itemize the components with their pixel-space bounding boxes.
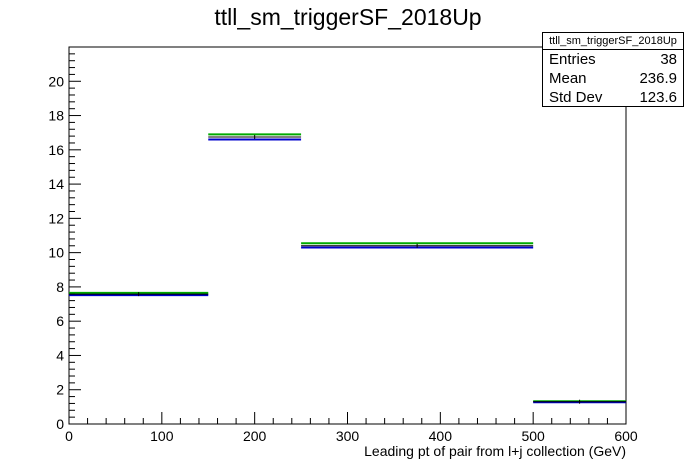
x-tick-label: 600 xyxy=(614,428,638,444)
stats-title: ttll_sm_triggerSF_2018Up xyxy=(543,33,683,50)
stats-std-label: Std Dev xyxy=(549,89,603,106)
y-tick-label: 10 xyxy=(48,245,64,261)
x-tick-label: 0 xyxy=(65,428,73,444)
x-axis-label: Leading pt of pair from l+j collection (… xyxy=(364,443,626,459)
chart-title: ttll_sm_triggerSF_2018Up xyxy=(214,4,482,30)
y-tick-label: 4 xyxy=(56,347,64,363)
stats-entries-row: Entries 38 xyxy=(543,50,683,69)
x-tick-label: 300 xyxy=(336,428,360,444)
stats-entries-label: Entries xyxy=(549,51,596,68)
x-tick-label: 500 xyxy=(521,428,545,444)
y-tick-label: 6 xyxy=(56,313,64,329)
y-tick-label: 14 xyxy=(48,176,64,192)
stats-mean-label: Mean xyxy=(549,70,587,87)
stats-mean-value: 236.9 xyxy=(639,70,677,87)
x-tick-label: 100 xyxy=(150,428,174,444)
y-tick-label: 12 xyxy=(48,210,64,226)
y-tick-label: 18 xyxy=(48,108,64,124)
y-tick-label: 16 xyxy=(48,142,64,158)
stats-entries-value: 38 xyxy=(660,51,677,68)
stats-std-row: Std Dev 123.6 xyxy=(543,88,683,107)
stats-std-value: 123.6 xyxy=(639,89,677,106)
x-tick-label: 400 xyxy=(429,428,453,444)
x-tick-label: 200 xyxy=(243,428,267,444)
stats-box: ttll_sm_triggerSF_2018Up Entries 38 Mean… xyxy=(542,32,684,107)
stats-mean-row: Mean 236.9 xyxy=(543,69,683,88)
y-tick-label: 8 xyxy=(56,279,64,295)
y-tick-label: 0 xyxy=(56,416,64,432)
y-tick-label: 20 xyxy=(48,73,64,89)
y-tick-label: 2 xyxy=(56,382,64,398)
